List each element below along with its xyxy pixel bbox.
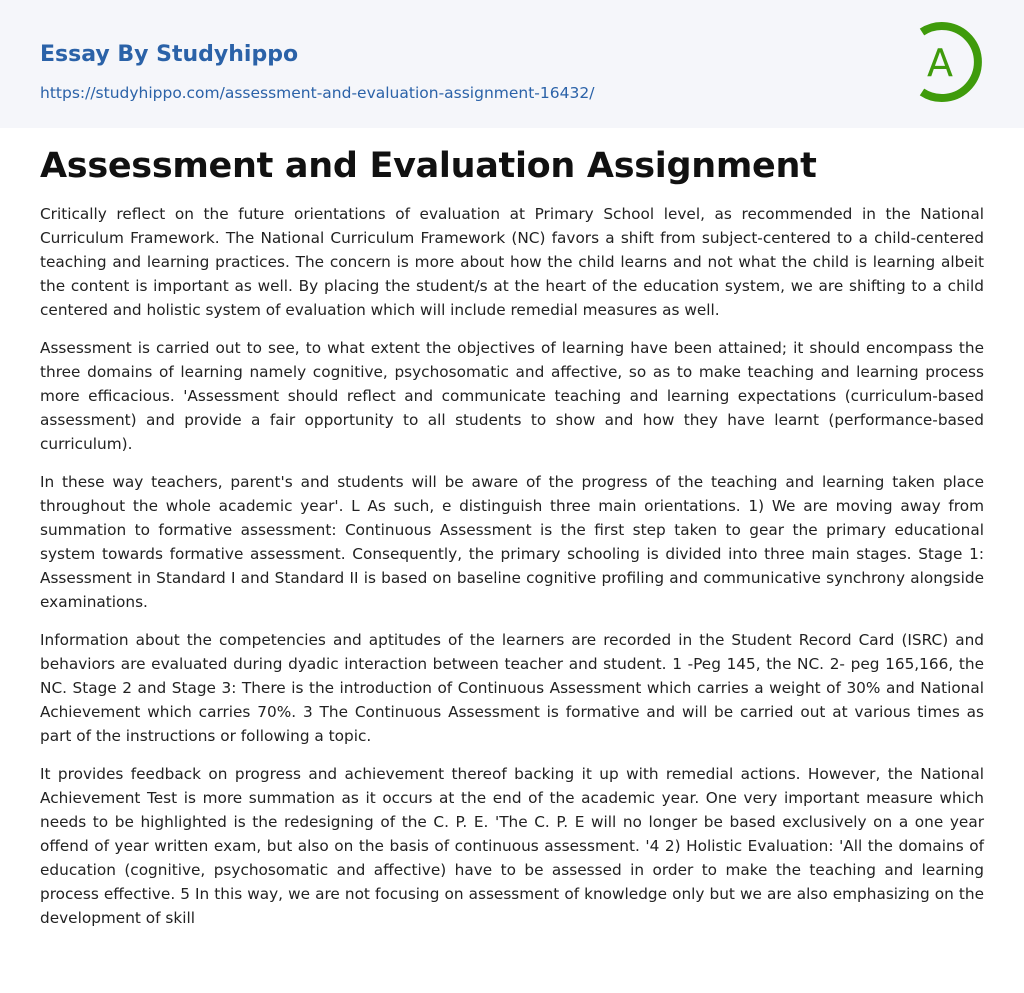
studyhippo-logo-icon: A bbox=[919, 22, 982, 102]
site-header: Essay By Studyhippo https://studyhippo.c… bbox=[0, 0, 1024, 128]
brand-title: Essay By Studyhippo bbox=[40, 42, 299, 67]
paragraph: It provides feedback on progress and ach… bbox=[40, 765, 984, 927]
article: Assessment and Evaluation Assignment Cri… bbox=[0, 128, 1024, 930]
svg-text:A: A bbox=[927, 41, 953, 85]
paragraph: Critically reflect on the future orienta… bbox=[40, 205, 984, 319]
paragraph: In these way teachers, parent's and stud… bbox=[40, 473, 984, 611]
page-title: Assessment and Evaluation Assignment bbox=[40, 146, 817, 186]
article-body: Critically reflect on the future orienta… bbox=[40, 128, 984, 930]
paragraph: Information about the competencies and a… bbox=[40, 631, 984, 745]
paragraph: Assessment is carried out to see, to wha… bbox=[40, 339, 984, 453]
source-url-link[interactable]: https://studyhippo.com/assessment-and-ev… bbox=[40, 84, 595, 102]
